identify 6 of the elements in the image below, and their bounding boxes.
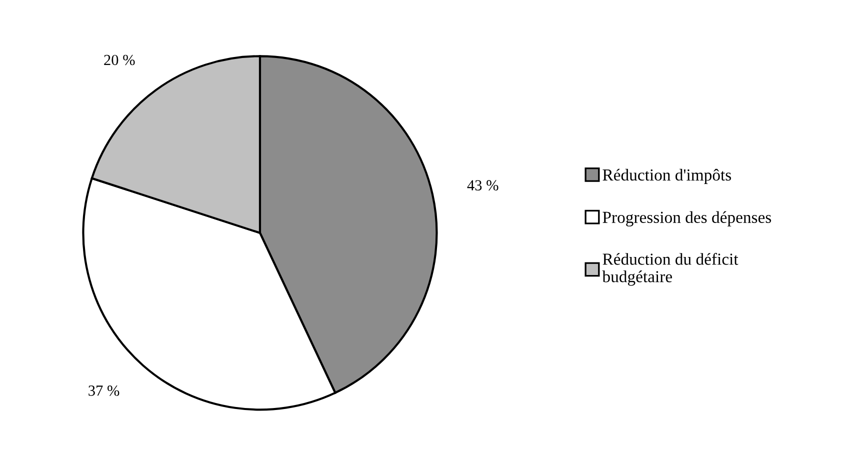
legend-label: Progression des dépenses	[602, 211, 772, 226]
data-label: 20 %	[104, 54, 135, 66]
data-label: 37 %	[88, 386, 120, 396]
legend-label: Réduction du déficit budgétaire	[602, 252, 738, 286]
data-label: 43 %	[467, 180, 498, 191]
legend-label: Réduction d'impôts	[602, 168, 732, 184]
